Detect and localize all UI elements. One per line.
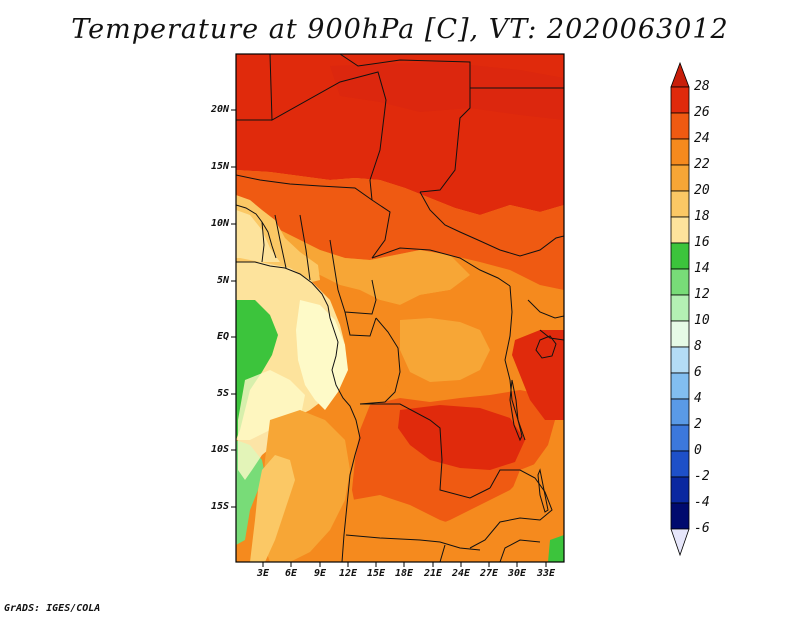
- warm-band-central: [236, 215, 470, 305]
- border-gabon: [344, 311, 377, 337]
- colorbar-seg-18-20: [670, 190, 690, 218]
- colorbar-seg-26-28: [670, 86, 690, 114]
- border-drc-east: [504, 285, 526, 441]
- hottest-south: [398, 405, 525, 470]
- border-sahel-2: [419, 191, 564, 257]
- colorbar-label-26: 26: [694, 105, 710, 120]
- lake-tanganyika: [509, 379, 523, 442]
- border-south-1: [439, 539, 541, 562]
- colorbar-label-10: 10: [694, 313, 710, 328]
- border-angola: [360, 403, 491, 499]
- colorbar-label-14: 14: [694, 261, 710, 276]
- ocean-green: [236, 300, 278, 440]
- colorbar-seg-12-14: [670, 268, 690, 296]
- lon-label-27e: 27E: [479, 568, 499, 579]
- lat-label-5s: 5S: [216, 388, 229, 399]
- colorbar: [670, 61, 690, 557]
- lake-victoria: [535, 335, 557, 359]
- map-frame: [235, 53, 565, 563]
- colorbar-label-12: 12: [694, 287, 710, 302]
- warm-band-sahel: [236, 170, 564, 290]
- south-east-warm: [505, 460, 564, 562]
- lat-label-10n: 10N: [210, 218, 229, 229]
- colorbar-label-18: 18: [694, 209, 710, 224]
- boundaries: [236, 54, 564, 562]
- border-cameroon: [337, 279, 377, 315]
- colorbar-seg-14-16: [670, 242, 690, 270]
- colorbar-label-8: 8: [694, 339, 702, 354]
- lon-label-12e: 12E: [338, 568, 358, 579]
- grads-credit: GrADS: IGES/COLA: [4, 603, 101, 614]
- colorbar-seg-2-4: [670, 398, 690, 426]
- colorbar-label-2: 2: [694, 417, 702, 432]
- lon-label-18e: 18E: [394, 568, 414, 579]
- colorbar-arrow-bottom: [670, 528, 690, 557]
- lat-label-15s: 15S: [210, 501, 229, 512]
- hotter-core-north: [330, 62, 564, 120]
- hot-east: [512, 330, 564, 420]
- colorbar-seg-20-22: [670, 164, 690, 192]
- cool-coast-angola-yellow: [250, 455, 295, 562]
- congo-basin-warm: [400, 318, 490, 382]
- lon-label-33e: 33E: [536, 568, 556, 579]
- colorbar-seg-m6-m4: [670, 502, 690, 530]
- border-zambia: [469, 469, 553, 549]
- cool-coast-angola: [262, 410, 350, 562]
- border-n-1: [269, 54, 387, 201]
- colorbar-label-4: 4: [694, 391, 702, 406]
- colorbar-label-0: 0: [694, 443, 702, 458]
- lon-label-3e: 3E: [256, 568, 270, 579]
- lon-label-30e: 30E: [507, 568, 527, 579]
- map-title: Temperature at 900hPa [C], VT: 202006301…: [71, 14, 729, 45]
- lon-label-15e: 15E: [366, 568, 386, 579]
- colorbar-label-16: 16: [694, 235, 710, 250]
- lat-label-5n: 5N: [216, 275, 229, 286]
- lat-label-15n: 15N: [210, 161, 229, 172]
- border-sahel-1: [236, 174, 391, 259]
- border-n-2: [339, 54, 471, 193]
- lat-label-10s: 10S: [210, 444, 229, 455]
- colorbar-label-6: 6: [694, 365, 702, 380]
- colorbar-seg-m4-m2: [670, 476, 690, 504]
- colorbar-label-m4: -4: [694, 495, 710, 510]
- colorbar-label-22: 22: [694, 157, 710, 172]
- lat-label-20n: 20N: [210, 104, 229, 115]
- lon-label-9e: 9E: [313, 568, 327, 579]
- border-w-countries: [261, 214, 339, 291]
- colorbar-arrow-top: [670, 61, 690, 88]
- lon-tick-marks: [262, 562, 547, 567]
- lake-malawi: [537, 468, 549, 513]
- colorbar-seg-22-24: [670, 138, 690, 166]
- colorbar-label-24: 24: [694, 131, 710, 146]
- border-congo-drc: [359, 317, 401, 405]
- colorbar-label-m2: -2: [694, 469, 710, 484]
- coastline-west-africa: [236, 261, 361, 562]
- colorbar-seg-m2-0: [670, 450, 690, 478]
- lat-tick-marks: [231, 109, 236, 508]
- border-car: [371, 247, 511, 287]
- lon-label-24e: 24E: [451, 568, 471, 579]
- temperature-field: [236, 54, 564, 562]
- colorbar-label-m6: -6: [694, 521, 710, 536]
- colorbar-seg-6-8: [670, 346, 690, 374]
- colorbar-seg-24-26: [670, 112, 690, 140]
- colorbar-seg-4-6: [670, 372, 690, 400]
- colorbar-seg-8-10: [670, 320, 690, 348]
- border-east-1: [527, 299, 564, 341]
- colorbar-label-28: 28: [694, 79, 710, 94]
- south-center-warm: [350, 495, 500, 562]
- lat-label-eq: EQ: [216, 331, 229, 342]
- colorbar-seg-10-12: [670, 294, 690, 322]
- colorbar-seg-0-2: [670, 424, 690, 452]
- southeast-corner-green: [548, 535, 564, 562]
- lon-label-6e: 6E: [284, 568, 298, 579]
- colorbar-label-20: 20: [694, 183, 710, 198]
- border-angola-south: [345, 534, 481, 551]
- lon-label-21e: 21E: [423, 568, 443, 579]
- colorbar-seg-16-18: [670, 216, 690, 244]
- coolest-coast-west: [236, 210, 280, 262]
